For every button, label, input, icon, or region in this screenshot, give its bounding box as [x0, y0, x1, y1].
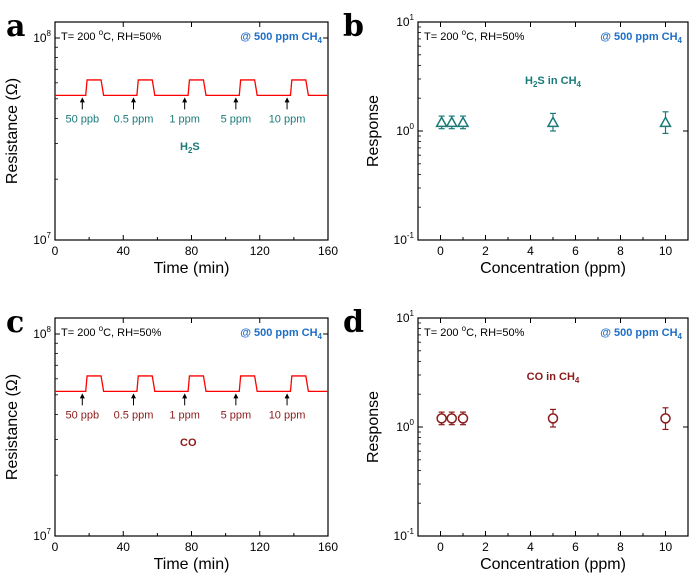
y-tick-label: 101 [396, 13, 414, 29]
x-tick-label: 10 [659, 540, 673, 554]
gas-text: @ 500 ppm CH4 [600, 31, 682, 45]
x-tick-label: 4 [527, 244, 534, 258]
data-point [445, 115, 459, 128]
panel-letter: c [6, 305, 24, 340]
x-tick-label: 4 [527, 540, 534, 554]
plot-frame [54, 21, 329, 241]
x-tick-label: 160 [318, 540, 338, 554]
concentration-annotation: 0.5 ppm [114, 113, 154, 125]
condition-text: T= 200 oC, RH=50% [61, 28, 162, 43]
resistance-series-line [55, 79, 328, 97]
x-tick-label: 40 [117, 244, 131, 258]
gas-label: CO [180, 437, 197, 449]
concentration-annotation: 0.5 ppm [114, 409, 154, 421]
x-axis-title: Time (min) [154, 260, 230, 277]
x-tick-label: 80 [185, 540, 199, 554]
panel-letter: d [343, 305, 364, 340]
injection-arrow-head [182, 97, 188, 103]
condition-text: T= 200 oC, RH=50% [424, 28, 525, 43]
injection-arrow-head [233, 97, 239, 103]
y-tick-label: 108 [33, 325, 51, 341]
x-tick-label: 120 [250, 244, 270, 258]
resistance-series-line [55, 375, 328, 393]
panel-a: a 0 40 80 120 160 107 108 Time (min) Resistance (… [4, 9, 338, 277]
x-tick-label: 6 [572, 540, 579, 554]
data-point [546, 115, 560, 128]
x-axis-title: Time (min) [154, 556, 230, 573]
concentration-annotation: 1 ppm [169, 113, 200, 125]
y-tick-label: 101 [396, 309, 414, 325]
x-tick-label: 8 [617, 540, 624, 554]
x-tick-label: 2 [482, 244, 489, 258]
x-tick-label: 10 [659, 244, 673, 258]
concentration-annotation: 10 ppm [269, 113, 306, 125]
x-tick-label: 160 [318, 244, 338, 258]
x-axis-title: Concentration (ppm) [480, 260, 626, 277]
y-tick-label: 10-1 [394, 527, 415, 543]
x-tick-label: 120 [250, 540, 270, 554]
y-tick-label: 107 [33, 527, 51, 543]
concentration-annotation: 50 ppb [65, 113, 99, 125]
panel-letter: b [343, 9, 364, 44]
data-point [457, 413, 469, 424]
concentration-annotation: 1 ppm [169, 409, 200, 421]
x-tick-label: 6 [572, 244, 579, 258]
data-point [547, 413, 559, 424]
y-axis-title: Resistance (Ω) [4, 374, 21, 480]
injection-arrow-head [130, 97, 136, 103]
plot-frame [54, 317, 329, 537]
concentration-annotation: 5 ppm [221, 113, 252, 125]
gas-label: H2S [180, 141, 200, 155]
series-label: H2S in CH4 [525, 75, 582, 89]
y-axis-title: Response [365, 391, 382, 463]
concentration-annotation: 5 ppm [221, 409, 252, 421]
x-tick-label: 0 [437, 244, 444, 258]
injection-arrow-head [284, 393, 290, 399]
panel-d: d 0 2 4 6 8 10 10-1 100 101 Concentration (ppm) Res… [343, 305, 689, 573]
injection-arrow-head [130, 393, 136, 399]
data-point [456, 115, 470, 128]
x-tick-label: 2 [482, 540, 489, 554]
y-tick-label: 100 [396, 122, 414, 138]
gas-text: @ 500 ppm CH4 [600, 327, 682, 341]
data-point [660, 413, 671, 424]
injection-arrow-head [79, 97, 85, 103]
y-tick-label: 108 [33, 29, 51, 45]
y-axis-title: Resistance (Ω) [4, 78, 21, 184]
panel-c: c 0 40 80 120 160 107 108 Time (min) Resistance (… [4, 305, 338, 573]
x-tick-label: 40 [117, 540, 131, 554]
x-tick-label: 80 [185, 244, 199, 258]
injection-arrow-head [182, 393, 188, 399]
injection-arrow-head [79, 393, 85, 399]
y-tick-label: 100 [396, 418, 414, 434]
panel-letter: a [6, 9, 25, 44]
data-point [436, 413, 447, 424]
y-tick-label: 10-1 [394, 231, 415, 247]
gas-text: @ 500 ppm CH4 [240, 31, 322, 45]
injection-arrow-head [233, 393, 239, 399]
y-tick-label: 107 [33, 231, 51, 247]
gas-text: @ 500 ppm CH4 [240, 327, 322, 341]
data-point [446, 413, 457, 424]
data-point [659, 115, 672, 128]
concentration-annotation: 50 ppb [65, 409, 99, 421]
x-tick-label: 0 [52, 244, 59, 258]
concentration-annotation: 10 ppm [269, 409, 306, 421]
y-axis-title: Response [365, 95, 382, 167]
condition-text: T= 200 oC, RH=50% [424, 324, 525, 339]
data-point [435, 115, 448, 128]
injection-arrow-head [284, 97, 290, 103]
condition-text: T= 200 oC, RH=50% [61, 324, 162, 339]
x-tick-label: 8 [617, 244, 624, 258]
panel-b: b 0 2 4 6 8 10 10-1 100 101 Concentration (ppm) Res… [343, 9, 689, 277]
series-label: CO in CH4 [527, 371, 580, 385]
x-tick-label: 0 [437, 540, 444, 554]
x-tick-label: 0 [52, 540, 59, 554]
x-axis-title: Concentration (ppm) [480, 556, 626, 573]
